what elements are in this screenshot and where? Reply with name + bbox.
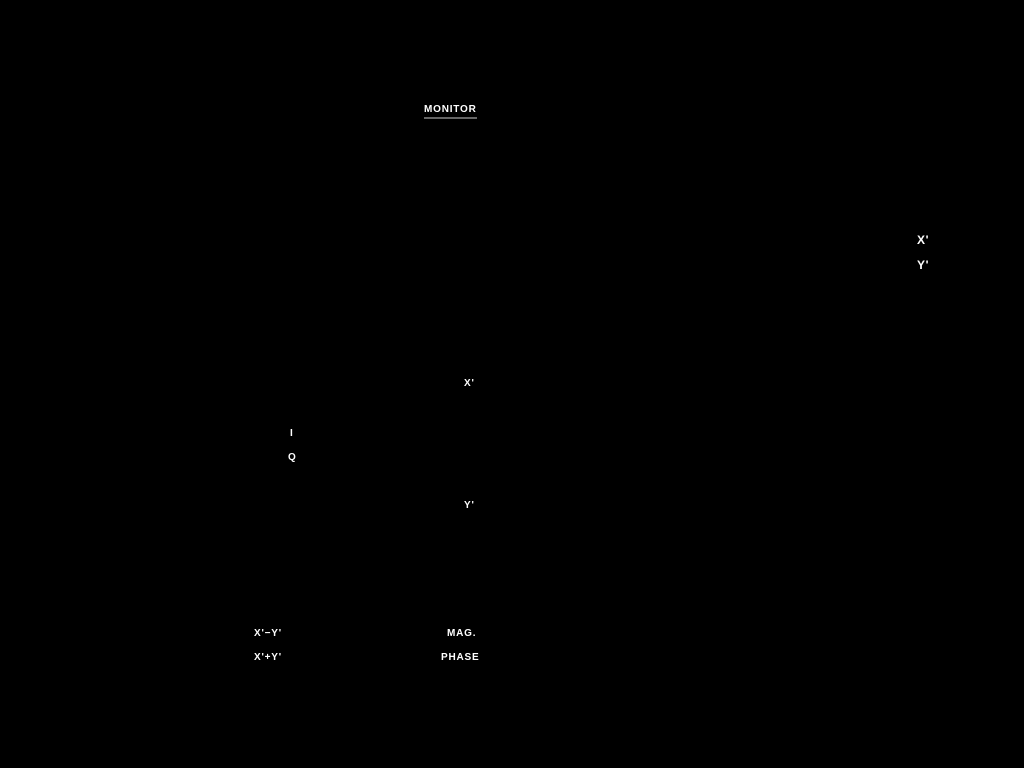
label-mag[interactable]: MAG. — [447, 628, 476, 639]
label-q[interactable]: Q — [288, 452, 297, 463]
label-phase[interactable]: PHASE — [441, 652, 479, 663]
label-x-prime-right[interactable]: X' — [917, 233, 929, 247]
label-x-prime-mid[interactable]: X' — [464, 378, 475, 389]
label-y-prime-mid[interactable]: Y' — [464, 500, 475, 511]
tab-monitor[interactable]: MONITOR — [424, 104, 477, 119]
label-x-minus-y[interactable]: X'−Y' — [254, 628, 282, 639]
label-x-plus-y[interactable]: X'+Y' — [254, 652, 282, 663]
app-canvas: MONITOR X' Y' X' I Q Y' X'−Y' X'+Y' MAG.… — [0, 0, 1024, 768]
label-y-prime-right[interactable]: Y' — [917, 258, 929, 272]
label-i[interactable]: I — [290, 428, 294, 439]
